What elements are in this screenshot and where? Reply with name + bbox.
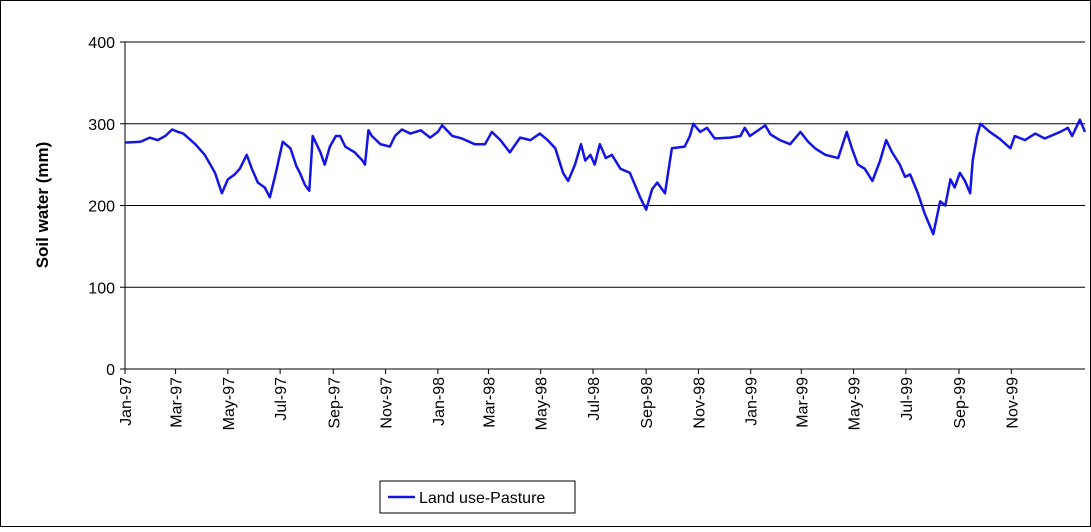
y-tick-label: 200: [88, 199, 115, 216]
x-tick-label: Jul-97: [273, 377, 290, 421]
data-line: [124, 118, 1087, 236]
y-tick-label: 100: [88, 280, 115, 297]
x-tick-label: Jan-97: [118, 377, 135, 426]
y-tick-label: 0: [106, 362, 115, 379]
x-tick-label: Jul-98: [586, 377, 603, 421]
y-tick-label: 300: [88, 117, 115, 134]
x-tick-label: Nov-99: [1004, 377, 1021, 429]
x-tick-label: May-97: [221, 377, 238, 430]
y-tick-label: 400: [88, 35, 115, 52]
x-tick-label: Sep-98: [639, 377, 656, 429]
x-tick-label: Nov-98: [691, 377, 708, 429]
x-tick-label: Mar-99: [794, 377, 811, 428]
x-tick-label: Jan-98: [431, 377, 448, 426]
x-tick-label: May-98: [534, 377, 551, 430]
x-tick-label: Sep-99: [952, 377, 969, 429]
legend-label: Land use-Pasture: [419, 490, 545, 507]
x-tick-label: Jan-99: [744, 377, 761, 426]
x-tick-label: Jul-99: [899, 377, 916, 421]
x-tick-label: Mar-98: [481, 377, 498, 428]
x-tick-label: Mar-97: [169, 377, 186, 428]
x-tick-label: Sep-97: [326, 377, 343, 429]
x-tick-label: Nov-97: [379, 377, 396, 429]
x-tick-label: May-99: [847, 377, 864, 430]
y-axis-label: Soil water (mm): [33, 142, 52, 269]
